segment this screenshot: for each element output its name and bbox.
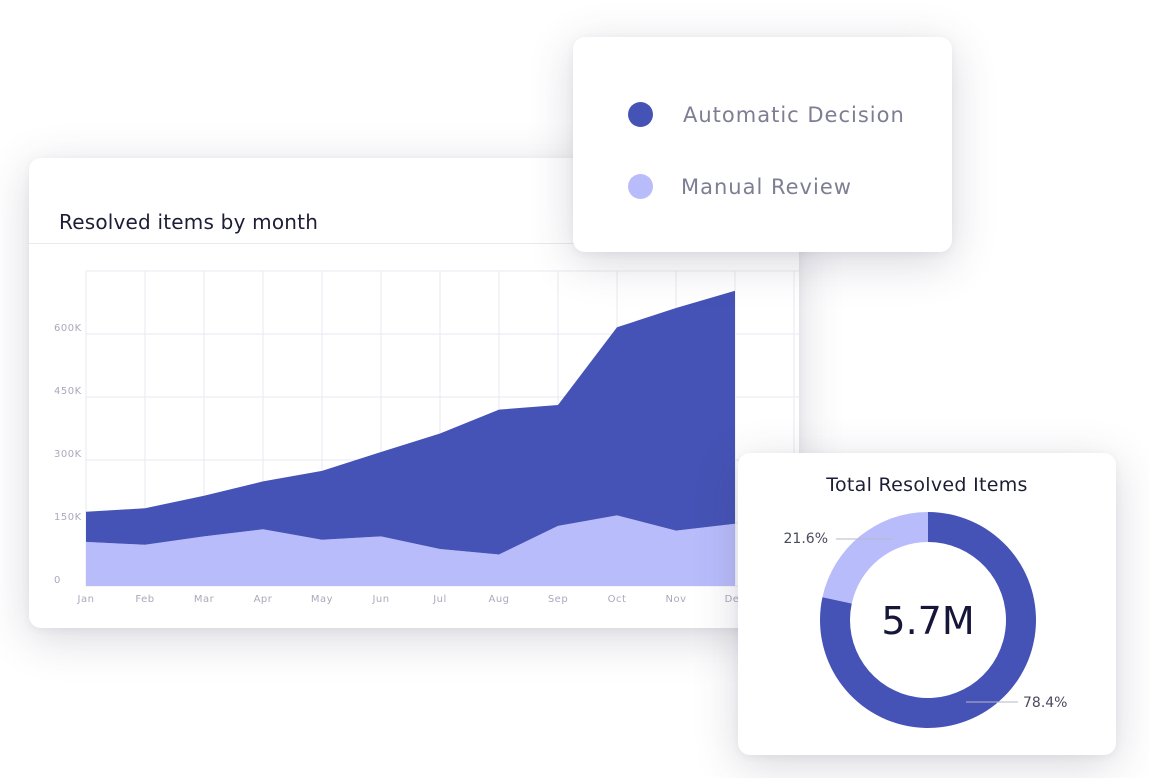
x-tick-label: Mar xyxy=(194,594,215,605)
title-divider xyxy=(29,243,799,244)
donut-label-automatic: 78.4% xyxy=(1023,695,1067,711)
x-tick-label: Aug xyxy=(488,594,509,605)
area-automatic-decision xyxy=(86,290,735,555)
y-tick-label: 300K xyxy=(54,449,82,460)
legend-label-manual: Manual Review xyxy=(681,174,852,199)
legend-label-automatic: Automatic Decision xyxy=(683,102,905,127)
donut-chart-card: Total Resolved Items 78.4% 21.6% 5.7M xyxy=(738,453,1116,755)
legend-dot-automatic xyxy=(628,102,653,127)
x-tick-label: Nov xyxy=(665,594,686,605)
x-tick-label: Oct xyxy=(608,594,627,605)
x-tick-label: Jan xyxy=(77,594,95,605)
y-tick-label: 150K xyxy=(54,512,82,523)
x-tick-label: Sep xyxy=(548,594,568,605)
x-tick-label: Dec xyxy=(725,594,746,605)
donut-center-total: 5.7M xyxy=(881,599,974,643)
donut-chart: 78.4% 21.6% 5.7M xyxy=(784,512,1067,728)
area-chart-title: Resolved items by month xyxy=(59,210,319,234)
donut-slice-manual-review xyxy=(822,512,928,604)
area-chart: 0 150K 300K 450K 600K Jan Feb Mar Apr May Jun Jul Au… xyxy=(54,270,799,605)
legend-item-manual-review: Manual Review xyxy=(628,174,852,199)
x-tick-label: Apr xyxy=(254,594,273,605)
donut-label-manual: 21.6% xyxy=(784,531,828,547)
legend-card: Automatic Decision Manual Review xyxy=(573,37,952,252)
x-tick-label: May xyxy=(311,594,333,605)
y-tick-label: 600K xyxy=(54,323,82,334)
donut-chart-title: Total Resolved Items xyxy=(826,474,1028,496)
y-tick-label: 450K xyxy=(54,386,82,397)
x-tick-label: Feb xyxy=(135,594,154,605)
x-tick-label: Jun xyxy=(371,594,389,605)
y-tick-label: 0 xyxy=(54,575,61,586)
area-manual-review xyxy=(86,515,735,586)
x-tick-label: Jul xyxy=(432,594,447,605)
legend-item-automatic-decision: Automatic Decision xyxy=(628,102,905,127)
legend-dot-manual xyxy=(628,174,653,199)
